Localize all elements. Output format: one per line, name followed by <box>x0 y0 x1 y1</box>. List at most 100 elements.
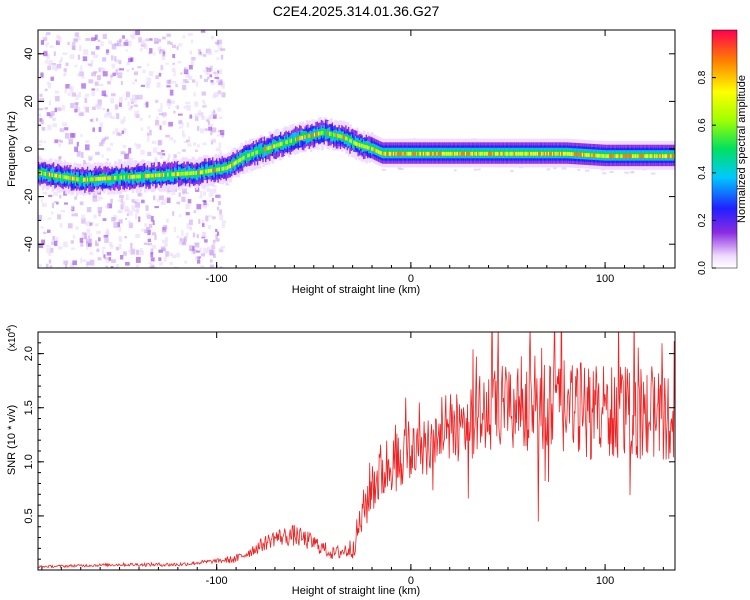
noise-speck <box>128 56 133 60</box>
noise-speck <box>181 122 184 127</box>
ridge-band <box>309 134 313 142</box>
noise-speck <box>92 195 98 202</box>
ridge-core <box>51 173 54 177</box>
ridge-core <box>168 172 171 177</box>
noise-speck <box>100 139 105 144</box>
noise-speck <box>173 139 176 144</box>
noise-speck <box>198 219 201 224</box>
noise-speck <box>147 215 151 220</box>
ridge-core <box>176 172 180 176</box>
noise-speck <box>182 149 186 152</box>
ridge-band <box>209 165 212 172</box>
ridge-core <box>489 151 492 156</box>
ridge-core <box>448 151 451 156</box>
noise-speck <box>86 246 89 250</box>
ridge-core <box>365 145 369 149</box>
ridge-core <box>594 153 597 158</box>
noise-speck <box>54 240 58 247</box>
noise-speck <box>72 234 76 239</box>
noise-speck <box>117 199 123 202</box>
ridge-core <box>195 170 199 175</box>
noise-speck <box>203 78 208 83</box>
ridge-core <box>44 172 48 176</box>
ridge-band <box>126 171 129 178</box>
noise-speck <box>128 107 132 111</box>
ridge-core <box>201 170 204 175</box>
ridge-core <box>602 154 605 158</box>
noise-speck <box>110 75 113 81</box>
ridge-core <box>275 143 279 148</box>
noise-speck <box>70 102 75 109</box>
ridge-core <box>426 151 430 156</box>
noise-speck <box>169 136 174 141</box>
noise-speck <box>132 98 137 104</box>
ridge-core <box>61 174 64 179</box>
ridge-core <box>319 131 322 136</box>
ridge-core <box>135 174 139 179</box>
noise-speck <box>98 194 101 199</box>
noise-speck <box>219 150 222 154</box>
ridge-core <box>526 151 529 156</box>
noise-speck <box>158 195 164 201</box>
noise-speck <box>57 36 62 43</box>
noise-speck <box>113 222 119 228</box>
noise-speck <box>217 107 222 112</box>
noise-speck <box>149 129 152 136</box>
noise-speck <box>174 105 180 108</box>
noise-speck <box>222 86 225 89</box>
noise-speck <box>94 223 99 227</box>
noise-speck <box>213 92 219 97</box>
ridge-core <box>626 154 630 159</box>
noise-speck <box>185 212 190 216</box>
ridge-core <box>420 151 423 156</box>
noise-speck <box>176 252 180 258</box>
ridge-core <box>304 135 307 139</box>
ridge-core <box>521 151 525 156</box>
noise-speck <box>126 213 129 217</box>
ridge-core <box>570 152 574 156</box>
colorbar-tick-label: 0.2 <box>697 213 708 227</box>
x-tick-label: 0 <box>408 273 414 285</box>
noise-speck <box>174 187 177 192</box>
ridge-core <box>444 151 447 156</box>
ridge-core <box>167 172 170 177</box>
ridge-core <box>449 151 453 156</box>
noise-speck <box>77 73 83 77</box>
ridge-core <box>66 175 69 180</box>
ridge-core <box>645 154 649 159</box>
noise-speck <box>116 40 122 47</box>
ridge-core <box>633 154 636 159</box>
ridge-core <box>194 171 197 175</box>
noise-speck <box>208 114 214 119</box>
noise-speck <box>177 113 183 116</box>
ridge-core <box>410 151 413 156</box>
noise-speck <box>168 106 171 109</box>
noise-speck <box>124 39 129 43</box>
noise-speck <box>80 257 83 264</box>
ridge-core <box>148 173 151 178</box>
ridge-core <box>252 151 256 156</box>
ridge-core <box>657 154 661 159</box>
ridge-core <box>471 151 475 156</box>
noise-speck <box>149 48 153 54</box>
noise-speck <box>193 210 197 213</box>
noise-speck <box>136 249 140 255</box>
ridge-core <box>273 144 276 149</box>
noise-speck <box>114 42 119 47</box>
noise-speck <box>84 93 90 97</box>
ridge-core <box>451 151 454 156</box>
noise-speck <box>70 240 74 244</box>
ridge-core <box>308 134 311 138</box>
ridge-core <box>241 156 245 161</box>
ridge-core <box>527 151 530 156</box>
ridge-core <box>587 153 590 157</box>
noise-speck <box>147 238 152 243</box>
noise-speck <box>74 196 77 200</box>
noise-speck <box>139 117 143 121</box>
ridge-core <box>585 153 589 157</box>
ridge-core <box>91 177 94 182</box>
noise-speck <box>151 140 157 145</box>
noise-speck <box>141 228 146 232</box>
ridge-core <box>274 144 277 148</box>
ridge-core <box>621 154 624 159</box>
